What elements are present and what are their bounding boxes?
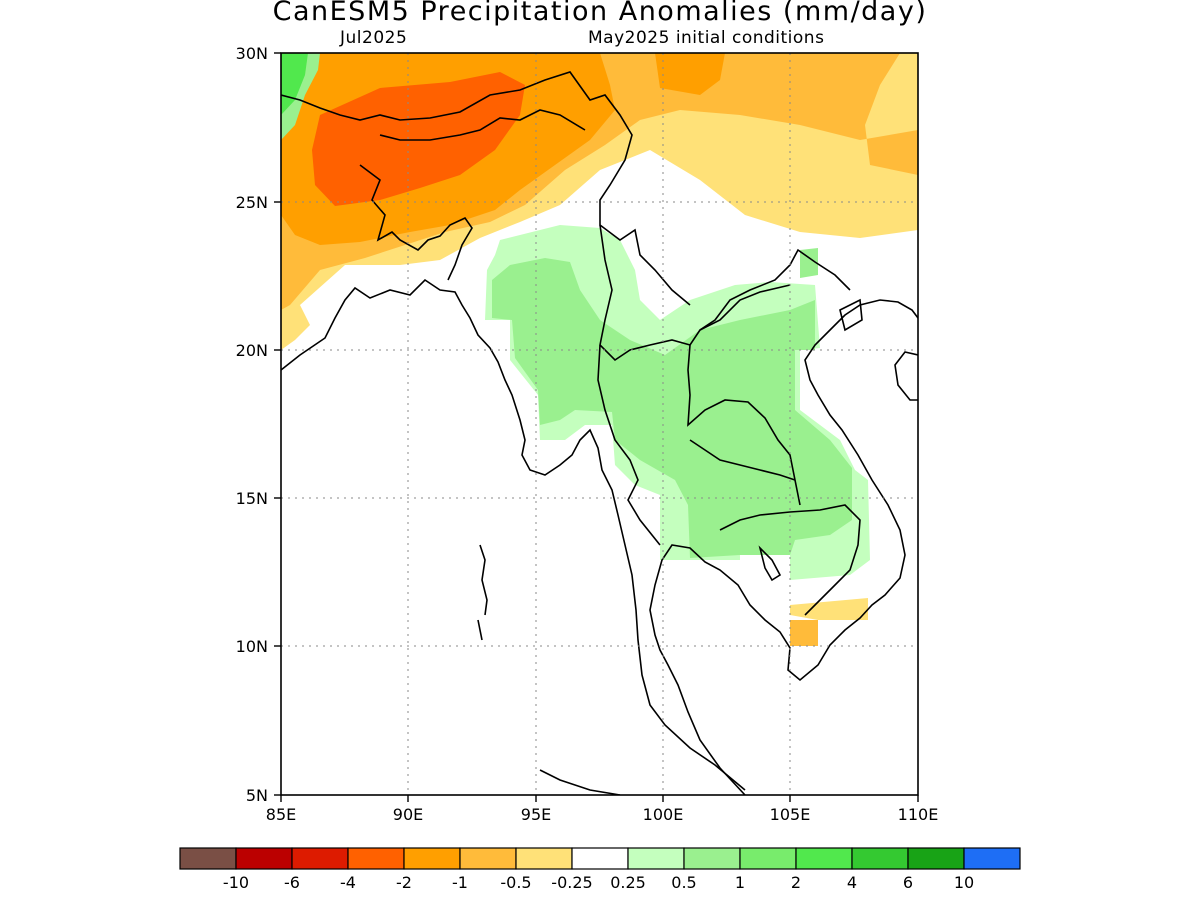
valid-month-label: Jul2025 [340,28,408,48]
colorbar-label: -4 [340,873,356,892]
colorbar-swatch [963,847,1021,870]
colorbar-swatch [291,847,349,870]
lon-label-110e: 110E [898,805,939,824]
colorbar-label: 2 [791,873,801,892]
coastline-andaman-islands-2 [477,619,483,641]
gridlines [281,53,918,795]
border-bangladesh [359,164,473,281]
colorbar-swatch [403,847,461,870]
initial-conditions-label: May2025 initial conditions [588,28,825,48]
coastline-gulf-of-thailand [649,299,918,795]
lon-label-105e: 105E [770,805,811,824]
lat-axis-labels: 5N 10N 15N 20N 25N 30N [236,44,268,805]
colorbar-label: -2 [396,873,412,892]
lat-label-30n: 30N [236,44,268,63]
border-myanmar-east [599,224,851,362]
colorbar-label: 6 [903,873,913,892]
lat-label-25n: 25N [236,193,268,212]
coastline-malay-east [539,769,621,795]
lon-label-100e: 100E [643,805,684,824]
colorbar-label: 0.25 [610,873,646,892]
colorbar-label: -0.25 [551,873,592,892]
border-thailand-cambodia [689,439,796,481]
colorbar-swatch [739,847,797,870]
lon-label-85e: 85E [266,805,296,824]
colorbar-label: -6 [284,873,300,892]
colorbar-swatch [179,847,237,870]
tick-marks [274,52,919,802]
colorbar-swatch [347,847,405,870]
colorbar [179,847,1021,870]
colorbar-swatch [515,847,573,870]
lon-axis-labels: 85E 90E 95E 100E 105E 110E [266,805,939,824]
coastline-tonle-sap [758,545,782,582]
colorbar-label: -1 [452,873,468,892]
colorbar-swatch [571,847,629,870]
colorbar-swatch [907,847,965,870]
coastline-india-bangladesh-myanmar [281,278,746,791]
coastline-south-china [894,351,918,401]
border-cambodia-vietnam [719,504,861,616]
colorbar-swatch [683,847,741,870]
map-title: CanESM5 Precipitation Anomalies (mm/day) [272,0,928,27]
anomaly-spot-south-vietnam-2 [790,598,868,620]
anomaly-shading [281,53,918,646]
lat-label-15n: 15N [236,489,268,508]
colorbar-swatch [235,847,293,870]
anomaly-spot-nw-corner-2 [281,53,308,115]
anomaly-band-plus-0-5 [492,258,852,558]
anomaly-spot-south-vietnam [790,620,818,646]
colorbar-swatch [627,847,685,870]
border-nepal-bhutan [379,109,586,141]
colorbar-label: 0.5 [671,873,696,892]
lat-label-10n: 10N [236,637,268,656]
lon-label-95e: 95E [521,805,551,824]
colorbar-swatch [795,847,853,870]
colorbar-label: 10 [954,873,974,892]
colorbar-labels: -10 -6 -4 -2 -1 -0.5 -0.25 0.25 0.5 1 2 4 6 10 [223,873,974,892]
coastline-andaman-islands [479,544,488,616]
coastlines-and-borders [281,71,918,795]
colorbar-label: -0.5 [500,873,531,892]
map-frame [280,52,919,796]
border-thailand-laos [597,344,661,546]
colorbar-label: -10 [223,873,249,892]
colorbar-label: 1 [735,873,745,892]
coastline-hainan-fragment [839,298,863,332]
border-laos-vietnam [687,344,801,506]
lat-label-20n: 20N [236,341,268,360]
border-laos-china [699,284,791,331]
lat-label-5n: 5N [246,786,268,805]
colorbar-swatch [459,847,517,870]
anomaly-spot-sw-corner [281,305,310,350]
lon-label-90e: 90E [393,805,423,824]
colorbar-label: 4 [847,873,857,892]
border-himalaya [281,71,691,306]
colorbar-swatch [851,847,909,870]
anomaly-band-minus-1-east [655,53,725,95]
